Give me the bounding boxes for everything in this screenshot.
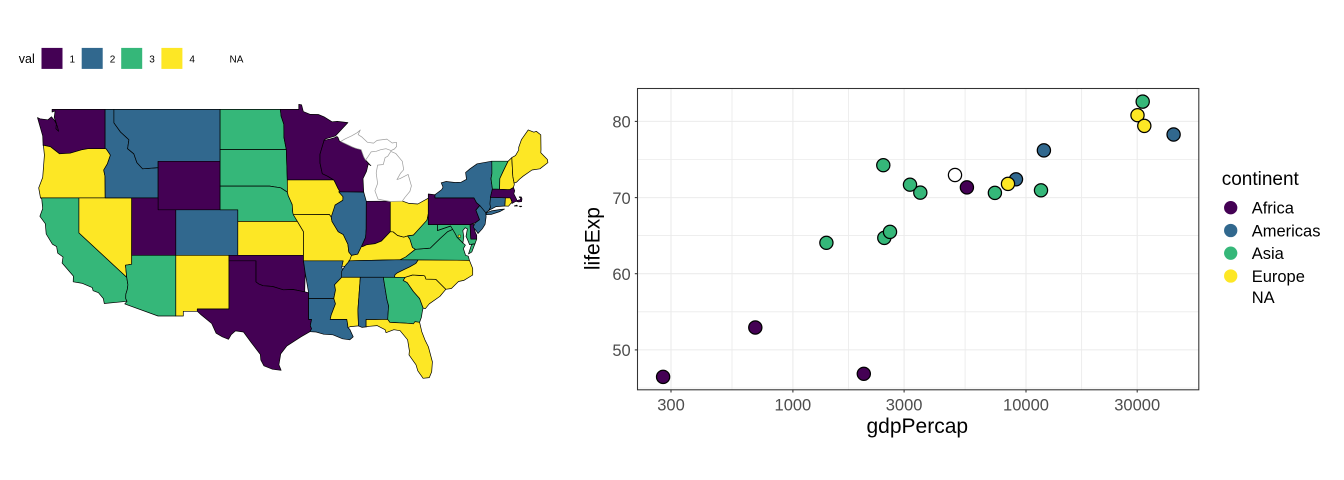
svg-text:70: 70 <box>612 190 630 208</box>
svg-text:30000: 30000 <box>1114 396 1160 414</box>
svg-text:1: 1 <box>70 54 76 65</box>
svg-text:60: 60 <box>612 266 630 284</box>
svg-text:50: 50 <box>612 342 630 360</box>
svg-text:3: 3 <box>149 54 155 65</box>
svg-text:3000: 3000 <box>886 396 923 414</box>
svg-text:Asia: Asia <box>1252 245 1285 263</box>
svg-text:lifeExp: lifeExp <box>582 207 605 270</box>
svg-text:Europe: Europe <box>1252 268 1305 286</box>
svg-text:Americas: Americas <box>1252 222 1321 240</box>
svg-text:80: 80 <box>612 114 630 132</box>
svg-text:1000: 1000 <box>775 396 812 414</box>
svg-text:gdpPercap: gdpPercap <box>867 415 969 438</box>
svg-text:10000: 10000 <box>1003 396 1049 414</box>
svg-text:val: val <box>19 52 35 66</box>
svg-text:4: 4 <box>189 54 195 65</box>
svg-text:300: 300 <box>657 396 685 414</box>
svg-text:Africa: Africa <box>1252 200 1295 218</box>
svg-text:2: 2 <box>110 54 116 65</box>
svg-text:continent: continent <box>1222 169 1300 190</box>
svg-text:NA: NA <box>230 54 244 65</box>
svg-text:NA: NA <box>1252 289 1275 307</box>
